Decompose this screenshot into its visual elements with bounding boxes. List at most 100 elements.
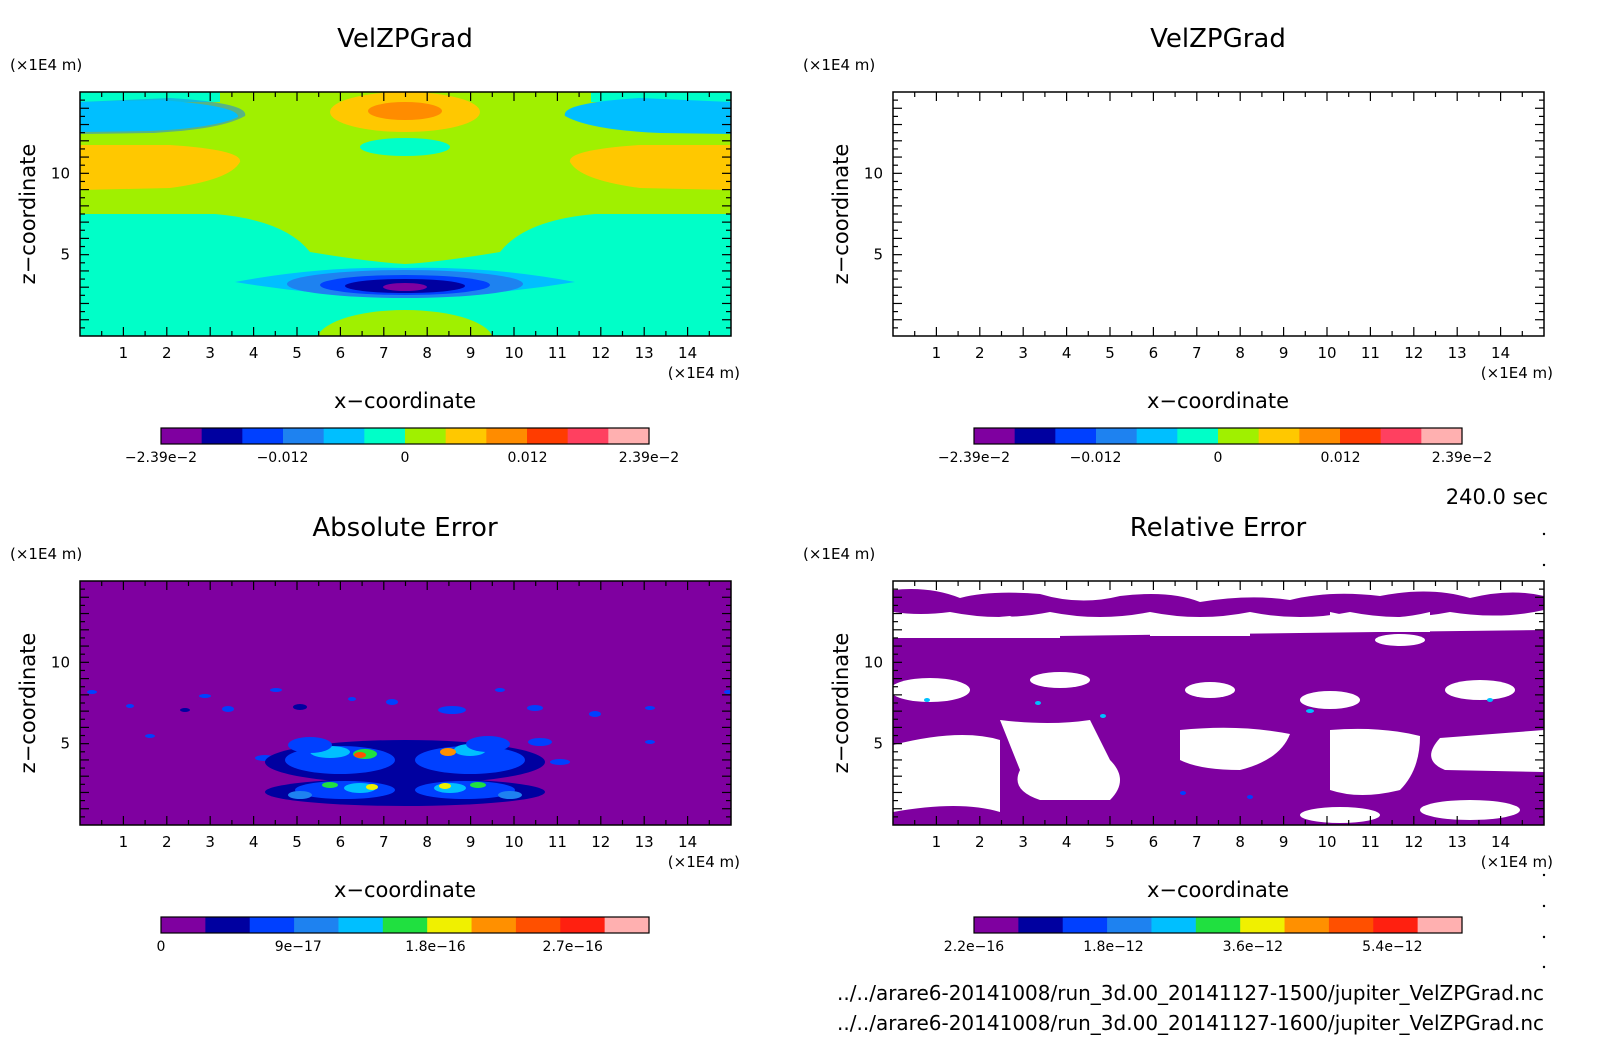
colorbar-frame xyxy=(160,916,650,934)
x-tick-label: 6 xyxy=(336,833,346,851)
central-tongue xyxy=(893,210,1544,264)
colorbar-swatch xyxy=(161,428,203,444)
x-axis-label: x−coordinate xyxy=(334,878,476,902)
x-tick-label: 9 xyxy=(1279,833,1289,851)
x-tick-label: 13 xyxy=(635,344,654,362)
corner-band-tl xyxy=(80,92,220,102)
corner-band-tr xyxy=(591,92,731,102)
x-tick-label: 12 xyxy=(1404,833,1423,851)
colorbar-swatch xyxy=(567,428,609,444)
colorbar-swatch xyxy=(1373,917,1419,933)
lower-lobe-core xyxy=(1196,283,1240,291)
colorbar-swatch xyxy=(205,917,251,933)
lower-lobe-core xyxy=(383,283,427,291)
y-axis-label: z−coordinate xyxy=(16,633,40,774)
colorbar-swatch xyxy=(604,917,650,933)
x-tick-label: 9 xyxy=(466,833,476,851)
colorbar-label: 2.39e−2 xyxy=(619,450,679,466)
panel-absolute-error: Absolute Error (×1E4 m) z−coordinate xyxy=(10,513,740,955)
lower-lobe-3 xyxy=(1133,275,1303,295)
colorbar-swatch xyxy=(323,428,365,444)
x-tick-label: 3 xyxy=(1018,344,1028,362)
colorbar-swatch xyxy=(242,428,284,444)
x-tick-label: 5 xyxy=(292,833,302,851)
colorbar-label: −2.39e−2 xyxy=(938,450,1010,466)
panel-velzpgrad-left: VelZPGrad (×1E4 m) z−coordinate xyxy=(10,24,740,466)
colorbar: 0 9e−17 1.8e−16 2.7e−16 xyxy=(157,916,650,955)
top-center-core xyxy=(368,102,442,120)
colorbar-swatch xyxy=(338,917,384,933)
lower-lobe-4 xyxy=(1158,279,1278,293)
x-tick-label: 9 xyxy=(1279,344,1289,362)
colorbar-label: 0 xyxy=(1214,450,1223,466)
contour-field xyxy=(80,581,731,825)
x-unit-label: (×1E4 m) xyxy=(1481,364,1553,382)
colorbar-swatch xyxy=(1380,428,1422,444)
colorbar-swatch xyxy=(1284,917,1330,933)
y-tick-label: 10 xyxy=(864,164,883,182)
x-tick-label: 14 xyxy=(678,833,697,851)
mid-left-lobe xyxy=(893,145,1053,190)
colorbar-swatch xyxy=(283,428,325,444)
colorbar-swatch xyxy=(1151,917,1197,933)
y-tick-labels: 5 10 xyxy=(864,164,883,263)
y-axis-label: z−coordinate xyxy=(829,144,853,285)
x-tick-label: 2 xyxy=(975,344,985,362)
colorbar-swatch xyxy=(560,917,606,933)
tick-marks xyxy=(80,581,731,825)
colorbar-label: 2.39e−2 xyxy=(1432,450,1492,466)
colorbar-swatch xyxy=(294,917,340,933)
x-tick-label: 10 xyxy=(1317,344,1336,362)
colorbar: 2.2e−16 1.8e−12 3.6e−12 5.4e−12 xyxy=(944,916,1463,955)
colorbar: −2.39e−2 −0.012 0 0.012 2.39e−2 xyxy=(125,427,679,466)
colorbar-swatch xyxy=(1421,428,1463,444)
x-axis-label: x−coordinate xyxy=(334,389,476,413)
x-tick-label: 1 xyxy=(932,833,942,851)
x-unit-label: (×1E4 m) xyxy=(1481,853,1553,871)
x-tick-label: 11 xyxy=(1361,833,1380,851)
y-tick-label: 10 xyxy=(51,653,70,671)
panel-title: VelZPGrad xyxy=(1150,24,1286,54)
x-tick-labels: 1 2 3 4 5 6 7 8 9 10 11 12 13 14 xyxy=(932,344,1511,362)
colorbar-swatch xyxy=(405,428,447,444)
colorbar-label: 0.012 xyxy=(1320,450,1360,466)
x-unit-label: (×1E4 m) xyxy=(668,364,740,382)
top-center-lobe xyxy=(1143,92,1293,132)
x-axis-label: x−coordinate xyxy=(1147,389,1289,413)
colorbar-label: 9e−17 xyxy=(275,939,322,955)
y-tick-label: 5 xyxy=(60,735,70,753)
tick-marks xyxy=(80,92,731,336)
mid-right-lobe xyxy=(569,145,731,190)
colorbar-swatch xyxy=(974,917,1019,933)
colorbar-swatch xyxy=(974,428,1016,444)
colorbar-swatch xyxy=(1014,428,1056,444)
x-tick-label: 4 xyxy=(249,833,259,851)
x-tick-label: 12 xyxy=(591,344,610,362)
panel-title: Absolute Error xyxy=(312,513,498,543)
tick-marks xyxy=(893,581,1544,825)
y-tick-label: 5 xyxy=(873,246,883,264)
colorbar-swatch xyxy=(1018,917,1064,933)
lower-lobe-outer xyxy=(1048,268,1388,298)
x-tick-label: 8 xyxy=(1235,833,1245,851)
x-tick-label: 2 xyxy=(975,833,985,851)
x-tick-label: 4 xyxy=(1062,833,1072,851)
top-center-core xyxy=(1181,102,1255,120)
colorbar-frame xyxy=(160,427,650,445)
colorbar-label: 5.4e−12 xyxy=(1362,939,1422,955)
colorbar-swatch xyxy=(1096,428,1138,444)
y-axis-label: z−coordinate xyxy=(829,633,853,774)
file-path-b: ../../arare6-20141008/run_3d.00_20141127… xyxy=(837,1011,1544,1035)
colorbar-swatch xyxy=(1417,917,1463,933)
y-unit-label: (×1E4 m) xyxy=(10,56,82,74)
colorbar-frame xyxy=(973,427,1463,445)
colorbar-swatch xyxy=(1328,917,1374,933)
x-tick-label: 11 xyxy=(1361,344,1380,362)
x-tick-label: 3 xyxy=(205,344,215,362)
x-tick-label: 13 xyxy=(1448,833,1467,851)
colorbar-swatch xyxy=(249,917,295,933)
x-tick-label: 12 xyxy=(1404,344,1423,362)
colorbar-label: 1.8e−12 xyxy=(1083,939,1143,955)
plot-frame xyxy=(892,91,1545,337)
